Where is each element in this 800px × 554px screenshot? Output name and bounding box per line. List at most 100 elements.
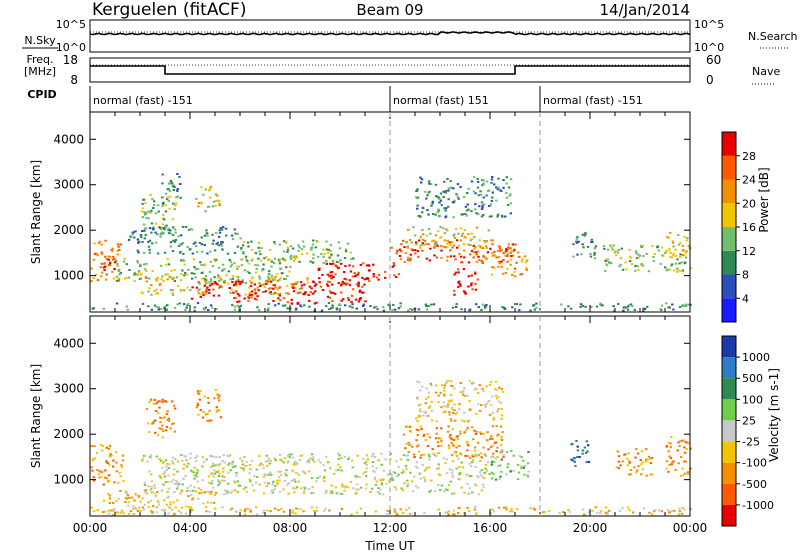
scatter-cell bbox=[337, 241, 341, 244]
scatter-cell bbox=[181, 242, 185, 244]
scatter-cell bbox=[161, 205, 164, 208]
scatter-cell bbox=[295, 507, 298, 510]
scatter-cell bbox=[521, 258, 524, 261]
scatter-cell bbox=[156, 204, 160, 207]
scatter-cell bbox=[481, 303, 485, 306]
scatter-cell bbox=[233, 489, 237, 492]
scatter-cell bbox=[346, 282, 349, 285]
scatter-cell bbox=[194, 241, 197, 244]
scatter-cell bbox=[197, 487, 201, 490]
y-tick-label: 4000 bbox=[53, 132, 84, 146]
scatter-cell bbox=[462, 393, 465, 396]
scatter-cell bbox=[459, 452, 462, 455]
scatter-cell bbox=[294, 512, 297, 515]
scatter-cell bbox=[310, 287, 313, 290]
scatter-cell bbox=[483, 403, 486, 406]
scatter-cell bbox=[473, 508, 477, 511]
scatter-cell bbox=[667, 450, 670, 453]
scatter-cell bbox=[375, 467, 378, 470]
scatter-cell bbox=[373, 470, 376, 473]
scatter-cell bbox=[317, 459, 320, 462]
scatter-cell bbox=[365, 264, 369, 267]
scatter-cell bbox=[197, 497, 200, 500]
scatter-cell bbox=[478, 239, 481, 242]
scatter-cell bbox=[133, 506, 137, 509]
scatter-cell bbox=[256, 286, 259, 289]
scatter-cell bbox=[277, 258, 281, 261]
scatter-cell bbox=[374, 510, 377, 513]
scatter-cell bbox=[357, 271, 360, 274]
scatter-cell bbox=[148, 252, 151, 254]
scatter-cell bbox=[229, 454, 232, 457]
scatter-cell bbox=[211, 486, 215, 489]
scatter-cell bbox=[153, 484, 156, 487]
scatter-cell bbox=[200, 202, 203, 205]
scatter-cell bbox=[90, 466, 93, 469]
scatter-cell bbox=[162, 472, 165, 475]
scatter-cell bbox=[451, 409, 454, 411]
scatter-cell bbox=[215, 231, 218, 234]
scatter-cell bbox=[268, 287, 271, 290]
scatter-cell bbox=[350, 294, 354, 297]
scatter-cell bbox=[166, 304, 169, 307]
scatter-cell bbox=[395, 512, 398, 515]
scatter-cell bbox=[405, 508, 408, 511]
scatter-cell bbox=[358, 290, 361, 293]
scatter-cell bbox=[510, 507, 513, 510]
scatter-cell bbox=[584, 451, 588, 454]
scatter-cell bbox=[133, 272, 137, 275]
scatter-cell bbox=[292, 287, 295, 289]
scatter-cell bbox=[474, 272, 477, 275]
scatter-cell bbox=[287, 492, 290, 495]
scatter-cell bbox=[167, 417, 170, 420]
scatter-cell bbox=[265, 485, 268, 488]
scatter-cell bbox=[298, 459, 301, 462]
scatter-cell bbox=[420, 428, 423, 431]
scatter-cell bbox=[158, 400, 161, 403]
scatter-cell bbox=[439, 437, 443, 440]
scatter-cell bbox=[302, 510, 305, 513]
scatter-cell bbox=[262, 291, 265, 293]
scatter-cell bbox=[212, 239, 215, 242]
scatter-cell bbox=[618, 509, 622, 512]
scatter-cell bbox=[208, 196, 212, 199]
scatter-cell bbox=[497, 465, 500, 467]
scatter-cell bbox=[487, 448, 490, 451]
freq-label: Freq. bbox=[26, 53, 53, 66]
scatter-cell bbox=[274, 484, 277, 487]
scatter-cell bbox=[468, 308, 472, 311]
scatter-cell bbox=[227, 462, 231, 465]
scatter-cell bbox=[481, 179, 484, 182]
scatter-cell bbox=[683, 446, 686, 449]
scatter-cell bbox=[420, 454, 423, 456]
scatter-cell bbox=[229, 291, 232, 294]
scatter-cell bbox=[410, 480, 414, 483]
scatter-cell bbox=[581, 243, 584, 246]
scatter-cell bbox=[325, 261, 328, 264]
scatter-cell bbox=[266, 464, 269, 467]
scatter-cell bbox=[631, 511, 635, 514]
scatter-cell bbox=[481, 204, 484, 207]
scatter-cell bbox=[371, 455, 374, 458]
scatter-cell bbox=[489, 247, 492, 250]
scatter-cell bbox=[210, 419, 213, 422]
scatter-cell bbox=[226, 482, 230, 485]
scatter-cell bbox=[442, 411, 445, 414]
scatter-cell bbox=[161, 202, 165, 205]
scatter-cell bbox=[268, 270, 271, 273]
scatter-cell bbox=[231, 277, 235, 280]
scatter-cell bbox=[458, 466, 461, 468]
scatter-cell bbox=[130, 496, 133, 499]
scatter-cell bbox=[118, 273, 121, 276]
scatter-cell bbox=[617, 455, 621, 458]
scatter-cell bbox=[653, 252, 657, 255]
scatter-cell bbox=[475, 212, 478, 215]
scatter-cell bbox=[169, 232, 172, 235]
scatter-cell bbox=[258, 250, 261, 253]
scatter-cell bbox=[167, 512, 170, 515]
scatter-cell bbox=[391, 265, 394, 268]
scatter-cell bbox=[334, 273, 337, 276]
scatter-cell bbox=[472, 244, 475, 247]
scatter-cell bbox=[475, 226, 479, 229]
scatter-cell bbox=[629, 303, 633, 306]
